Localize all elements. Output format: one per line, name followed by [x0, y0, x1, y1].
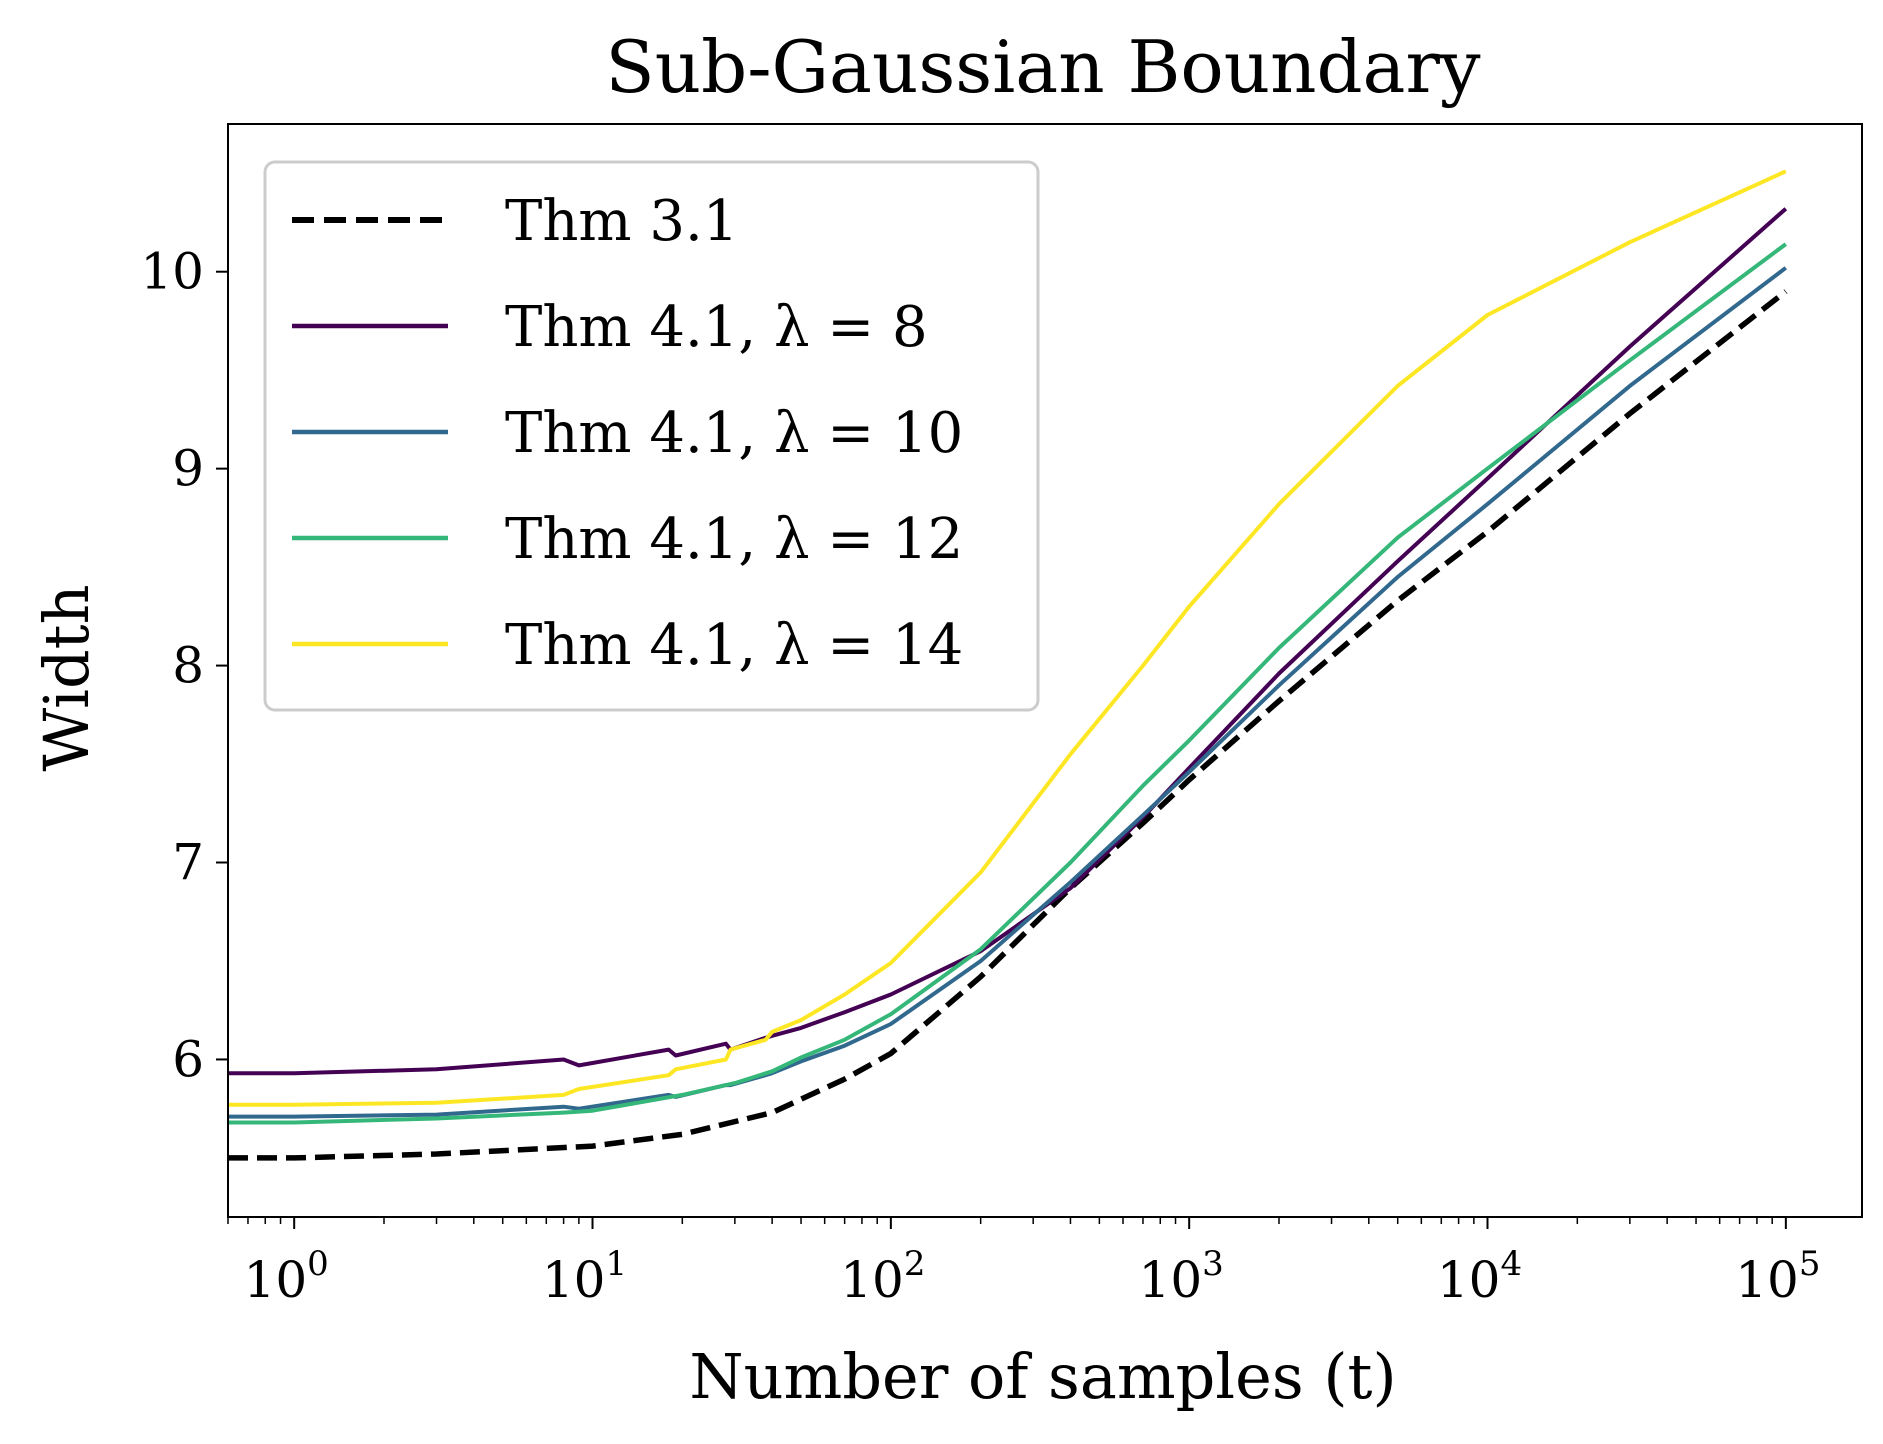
series-line-1 — [228, 207, 1788, 1076]
y-axis-label: Width — [30, 585, 103, 772]
y-axis: 6 7 8 9 10 — [140, 243, 228, 1088]
x-axis: 100 101 102 103 104 105 — [227, 1217, 1820, 1309]
plot-area: 100 101 102 103 104 105 6 7 8 9 10 — [140, 123, 1863, 1309]
x-tick-label: 105 — [1735, 1244, 1820, 1309]
series-line-4 — [228, 169, 1787, 1107]
legend-label-0: Thm 3.1 — [505, 189, 738, 254]
chart-title: Sub-Gaussian Boundary — [605, 25, 1480, 109]
series-line-2 — [228, 266, 1788, 1119]
legend-label-3: Thm 4.1, λ = 12 — [505, 507, 963, 572]
legend: Thm 3.1 Thm 4.1, λ = 8 Thm 4.1, λ = 10 Thm … — [263, 160, 1040, 712]
x-tick-label: 102 — [840, 1244, 925, 1309]
legend-label-2: Thm 4.1, λ = 10 — [505, 401, 963, 466]
axes-frame — [227, 123, 1863, 1218]
series-line-3 — [228, 242, 1787, 1125]
x-tick-label: 103 — [1139, 1244, 1224, 1309]
y-tick-label: 9 — [172, 440, 204, 498]
y-tick-label: 8 — [172, 637, 204, 695]
series-lines — [228, 169, 1788, 1161]
x-tick-label: 101 — [542, 1244, 627, 1309]
legend-box — [263, 160, 1040, 712]
x-tick-label: 104 — [1437, 1244, 1522, 1309]
legend-label-1: Thm 4.1, λ = 8 — [505, 295, 928, 360]
x-tick-label: 100 — [244, 1244, 329, 1309]
y-tick-label: 10 — [140, 243, 204, 301]
series-line-0 — [228, 289, 1788, 1161]
y-tick-label: 7 — [172, 834, 204, 892]
x-axis-label: Number of samples (t) — [689, 1340, 1396, 1413]
y-tick-label: 6 — [172, 1030, 204, 1088]
legend-label-4: Thm 4.1, λ = 14 — [505, 613, 963, 678]
